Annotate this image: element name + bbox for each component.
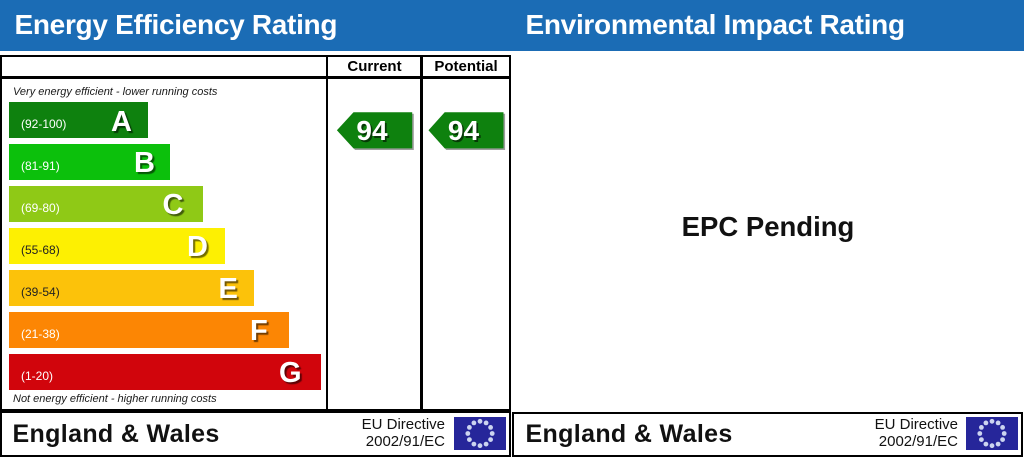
svg-text:94: 94 — [358, 117, 390, 148]
svg-text:94: 94 — [448, 115, 480, 146]
svg-text:94: 94 — [450, 117, 482, 148]
svg-text:94: 94 — [356, 115, 388, 146]
